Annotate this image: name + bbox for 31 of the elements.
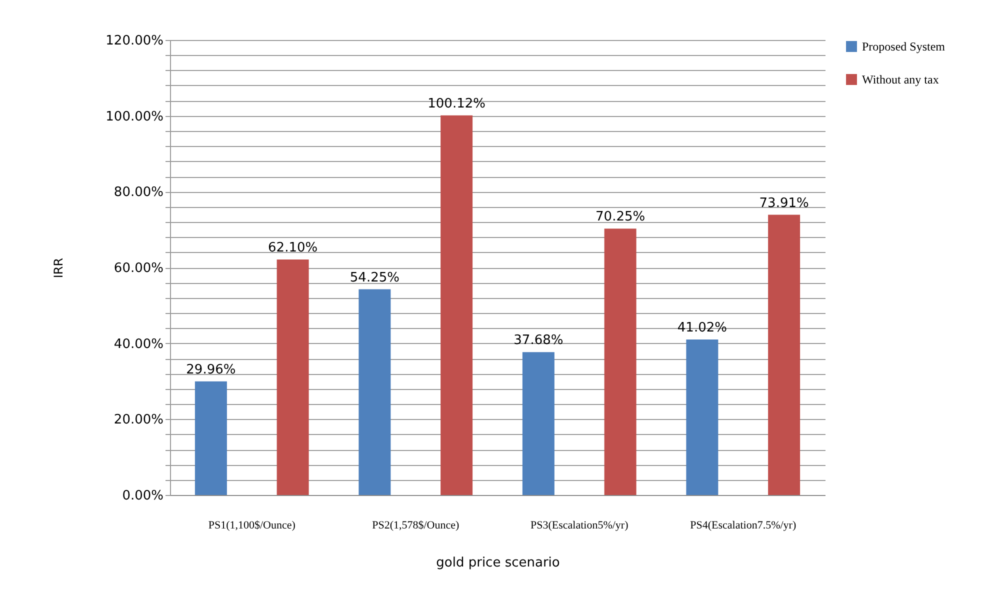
- y-tick-label: 0.00%: [122, 488, 164, 504]
- bar: [194, 381, 227, 495]
- legend-label: Without any tax: [862, 72, 939, 86]
- y-tick-label: 60.00%: [114, 261, 164, 276]
- bar: [686, 339, 718, 495]
- bar: [358, 289, 391, 495]
- y-tick-label: 40.00%: [114, 336, 164, 352]
- data-label: 62.10%: [268, 240, 318, 256]
- x-tick-label: PS1(1,100$/Ounce): [208, 520, 296, 532]
- y-axis-title: IRR: [52, 258, 66, 278]
- data-label: 37.68%: [514, 333, 564, 348]
- x-tick-label: PS2(1,578$/Ounce): [372, 520, 460, 532]
- x-tick-label: PS4(Escalation7.5%/yr): [690, 520, 796, 532]
- x-axis-title: gold price scenario: [436, 556, 560, 570]
- bar: [276, 260, 309, 495]
- data-label: 70.25%: [596, 210, 646, 225]
- data-label: 73.91%: [759, 196, 809, 211]
- bar: [604, 228, 636, 495]
- y-tick-label: 120.00%: [106, 34, 164, 48]
- legend-label: Proposed System: [862, 40, 946, 54]
- bar: [768, 214, 800, 495]
- y-tick-label: 100.00%: [106, 109, 164, 124]
- bar: [522, 352, 554, 495]
- y-tick-label: 80.00%: [114, 185, 164, 200]
- y-tick-label: 20.00%: [114, 412, 164, 428]
- data-label: 100.12%: [428, 96, 486, 112]
- x-tick-label: PS3(Escalation5%/yr): [530, 520, 629, 532]
- bar: [440, 115, 473, 495]
- data-label: 29.96%: [186, 362, 236, 378]
- data-label: 54.25%: [350, 270, 400, 286]
- data-label: 41.02%: [677, 320, 727, 336]
